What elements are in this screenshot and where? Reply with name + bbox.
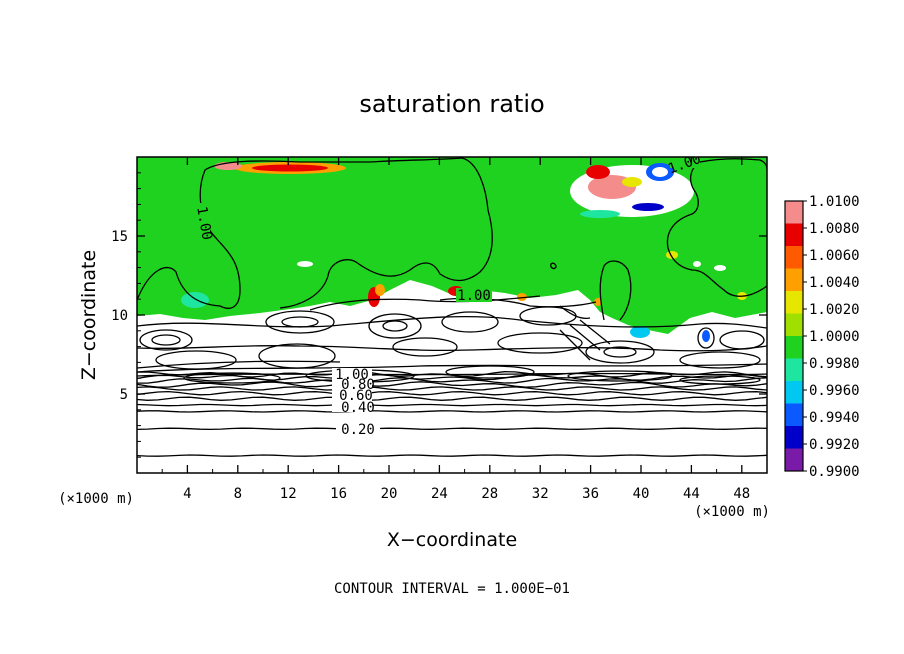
colorbar-label: 1.0040 bbox=[809, 275, 860, 291]
y-tick-label: 10 bbox=[111, 308, 128, 324]
colorbar-label: 0.9920 bbox=[809, 437, 860, 453]
colorbar-swatch bbox=[785, 448, 803, 472]
contour-label-1-00-left: 1.00 bbox=[193, 205, 215, 241]
x-tick-label: 28 bbox=[481, 486, 498, 502]
colorbar-swatch bbox=[785, 223, 803, 247]
colorbar-label: 0.9900 bbox=[809, 464, 860, 480]
patch-white-right2 bbox=[693, 261, 701, 267]
chart-title: saturation ratio bbox=[359, 90, 544, 118]
y-axis: 5 10 15 bbox=[111, 172, 767, 458]
patch-right-cyan bbox=[580, 210, 620, 218]
contour-1-00-rightmid bbox=[599, 260, 632, 321]
colorbar-label: 0.9960 bbox=[809, 383, 860, 399]
y-tick-label: 5 bbox=[120, 387, 128, 403]
x-axis: 4 8 12 16 20 24 28 32 36 40 44 48 bbox=[161, 157, 750, 502]
contour-line-stratified bbox=[137, 377, 767, 384]
contour-line-stratified bbox=[137, 427, 767, 431]
colorbar-label: 1.0100 bbox=[809, 194, 860, 210]
y-tick-label: 15 bbox=[111, 229, 128, 245]
x-tick-label: 8 bbox=[234, 486, 242, 502]
plot-area: 1.00 1.00 1.00 1.00 0.80 0.60 0.40 0.20 bbox=[137, 157, 767, 473]
colorbar-swatch bbox=[785, 291, 803, 314]
contour-line-stratified bbox=[137, 454, 767, 457]
x-tick-label: 36 bbox=[582, 486, 599, 502]
colorbar-label: 0.9940 bbox=[809, 410, 860, 426]
colorbar-swatch bbox=[785, 381, 803, 404]
patch-top-red-core bbox=[252, 164, 328, 172]
contour-label-0-40: 0.40 bbox=[341, 400, 375, 416]
colorbar-swatch bbox=[785, 246, 803, 269]
x-tick-label: 40 bbox=[633, 486, 650, 502]
colorbar-swatch bbox=[785, 201, 803, 224]
colorbar-label: 1.0080 bbox=[809, 221, 860, 237]
x-tick-label: 4 bbox=[183, 486, 191, 502]
contour-line-stratified bbox=[137, 381, 767, 388]
patch-right-red bbox=[586, 165, 610, 179]
patch-white-mid bbox=[297, 261, 313, 267]
patch-blue-right2 bbox=[702, 330, 710, 342]
contour-line-stratified bbox=[137, 386, 767, 391]
contour-line-stratified bbox=[137, 396, 767, 401]
x-tick-label: 24 bbox=[431, 486, 448, 502]
patch-white-right bbox=[714, 265, 726, 271]
contour-label-0-80: 0.80 bbox=[341, 377, 375, 393]
x-tick-label: 12 bbox=[280, 486, 297, 502]
patch-right-blue2 bbox=[632, 203, 664, 211]
contours-stratified bbox=[137, 370, 767, 457]
patch-right-white-core bbox=[652, 167, 668, 177]
x-tick-label: 16 bbox=[330, 486, 347, 502]
contour-line-stratified bbox=[137, 403, 767, 407]
contour-interval-footer: CONTOUR INTERVAL = 1.000E−01 bbox=[334, 581, 570, 597]
patch-yellow-right bbox=[666, 251, 678, 259]
colorbar-swatch bbox=[785, 313, 803, 337]
contour-label-0-60: 0.60 bbox=[339, 388, 373, 404]
patch-blue-right bbox=[630, 326, 650, 338]
patch-right-yellow bbox=[622, 177, 642, 187]
color-patches bbox=[181, 162, 747, 342]
contour-1-00-dot bbox=[550, 262, 557, 270]
contour-line-stratified bbox=[137, 370, 767, 378]
contour-line-stratified bbox=[137, 390, 767, 396]
colorbar-swatch bbox=[785, 403, 803, 427]
y-axis-label: Z−coordinate bbox=[78, 250, 100, 380]
colorbar-swatch bbox=[785, 336, 803, 359]
colorbar-swatch bbox=[785, 426, 803, 449]
colorbar-swatch bbox=[785, 268, 803, 292]
patch-left-cyan bbox=[181, 292, 209, 308]
colorbar-swatch bbox=[785, 358, 803, 382]
colorbar-label: 0.9980 bbox=[809, 356, 860, 372]
contour-label-0-20: 0.20 bbox=[341, 422, 375, 438]
patch-mid-orange2 bbox=[517, 293, 527, 301]
patch-orange-right bbox=[594, 298, 602, 306]
contours-saturated bbox=[137, 157, 767, 321]
contour-1-00-right bbox=[666, 158, 767, 297]
z-unit-label: (×1000 m) bbox=[58, 491, 134, 507]
contour-labels: 1.00 1.00 1.00 1.00 0.80 0.60 0.40 0.20 bbox=[190, 157, 703, 438]
x-axis-label: X−coordinate bbox=[387, 529, 517, 551]
x-tick-label: 48 bbox=[733, 486, 750, 502]
x-tick-label: 20 bbox=[381, 486, 398, 502]
colorbar: 1.0100 1.0080 1.0060 1.0040 1.0020 1.0000 0.99… bbox=[784, 194, 860, 480]
x-tick-label: 32 bbox=[532, 486, 549, 502]
x-tick-label: 44 bbox=[683, 486, 700, 502]
colorbar-label: 1.0020 bbox=[809, 302, 860, 318]
x-unit-label: (×1000 m) bbox=[694, 504, 770, 520]
colorbar-label: 1.0000 bbox=[809, 329, 860, 345]
contour-line-stratified bbox=[137, 410, 767, 413]
colorbar-label: 1.0060 bbox=[809, 248, 860, 264]
contour-1-00-left bbox=[137, 157, 493, 309]
patch-mid-orange bbox=[375, 284, 385, 296]
contour-label-1-00-mid: 1.00 bbox=[457, 288, 491, 304]
contours-turbulent bbox=[137, 295, 767, 385]
contour-label-1-00-low: 1.00 bbox=[335, 367, 369, 383]
